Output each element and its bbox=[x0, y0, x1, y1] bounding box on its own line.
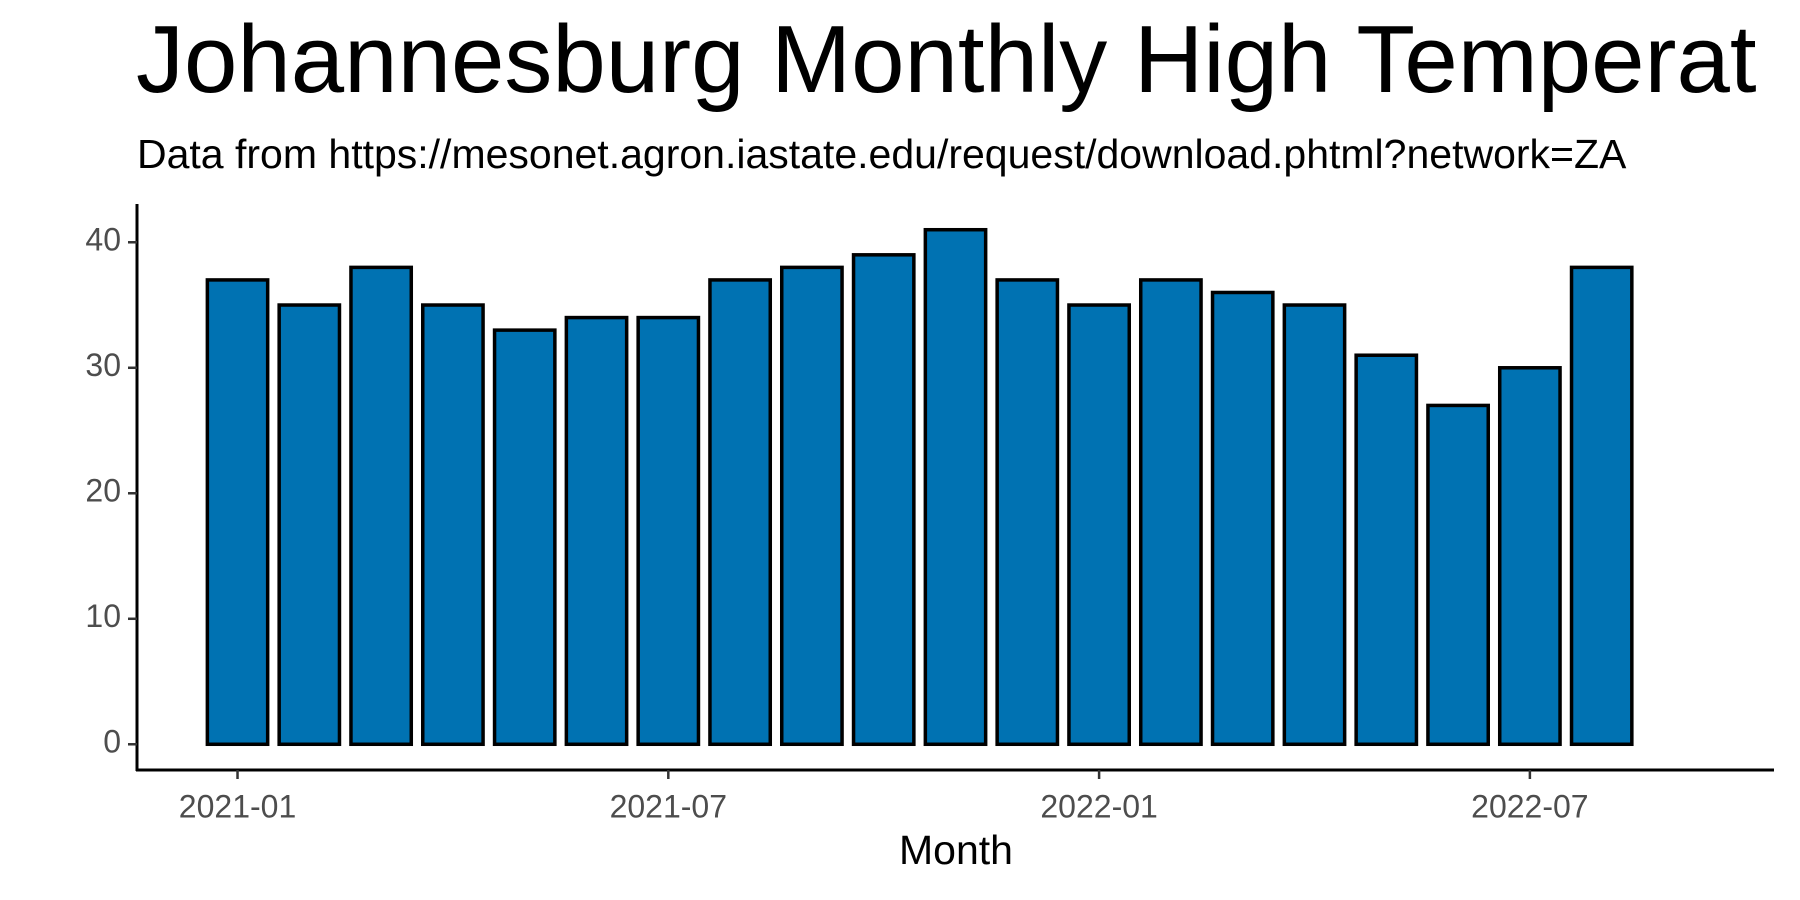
bar bbox=[779, 265, 844, 747]
y-tick-label: 30 bbox=[85, 347, 121, 383]
bar bbox=[492, 328, 557, 747]
bar bbox=[708, 278, 773, 747]
y-tick-label: 40 bbox=[85, 222, 121, 258]
bar bbox=[1210, 290, 1275, 747]
bar bbox=[421, 303, 485, 747]
chart-title: Johannesburg Monthly High Temperat bbox=[136, 6, 1757, 113]
bar bbox=[1138, 278, 1203, 747]
x-tick-label: 2021-01 bbox=[179, 788, 296, 824]
bar bbox=[1426, 403, 1490, 747]
bar bbox=[851, 253, 916, 747]
chart-subtitle: Data from https://mesonet.agron.iastate.… bbox=[137, 131, 1627, 177]
x-tick-label: 2022-01 bbox=[1040, 788, 1157, 824]
bar bbox=[564, 315, 629, 747]
x-axis-title: Month bbox=[899, 827, 1013, 873]
bar bbox=[1569, 265, 1634, 747]
bar bbox=[636, 315, 701, 747]
y-tick-label: 10 bbox=[85, 598, 121, 634]
bar bbox=[1497, 366, 1562, 747]
bar bbox=[1067, 303, 1132, 747]
y-tick-label: 0 bbox=[103, 724, 121, 760]
bar bbox=[1354, 353, 1419, 747]
bar bbox=[923, 227, 988, 747]
bar bbox=[995, 278, 1060, 747]
bar bbox=[205, 278, 270, 747]
x-tick-label: 2021-07 bbox=[610, 788, 727, 824]
bar bbox=[1282, 303, 1347, 747]
x-tick-label: 2022-07 bbox=[1471, 788, 1588, 824]
bar bbox=[277, 303, 342, 747]
bar bbox=[349, 265, 414, 747]
y-tick-label: 20 bbox=[85, 473, 121, 509]
